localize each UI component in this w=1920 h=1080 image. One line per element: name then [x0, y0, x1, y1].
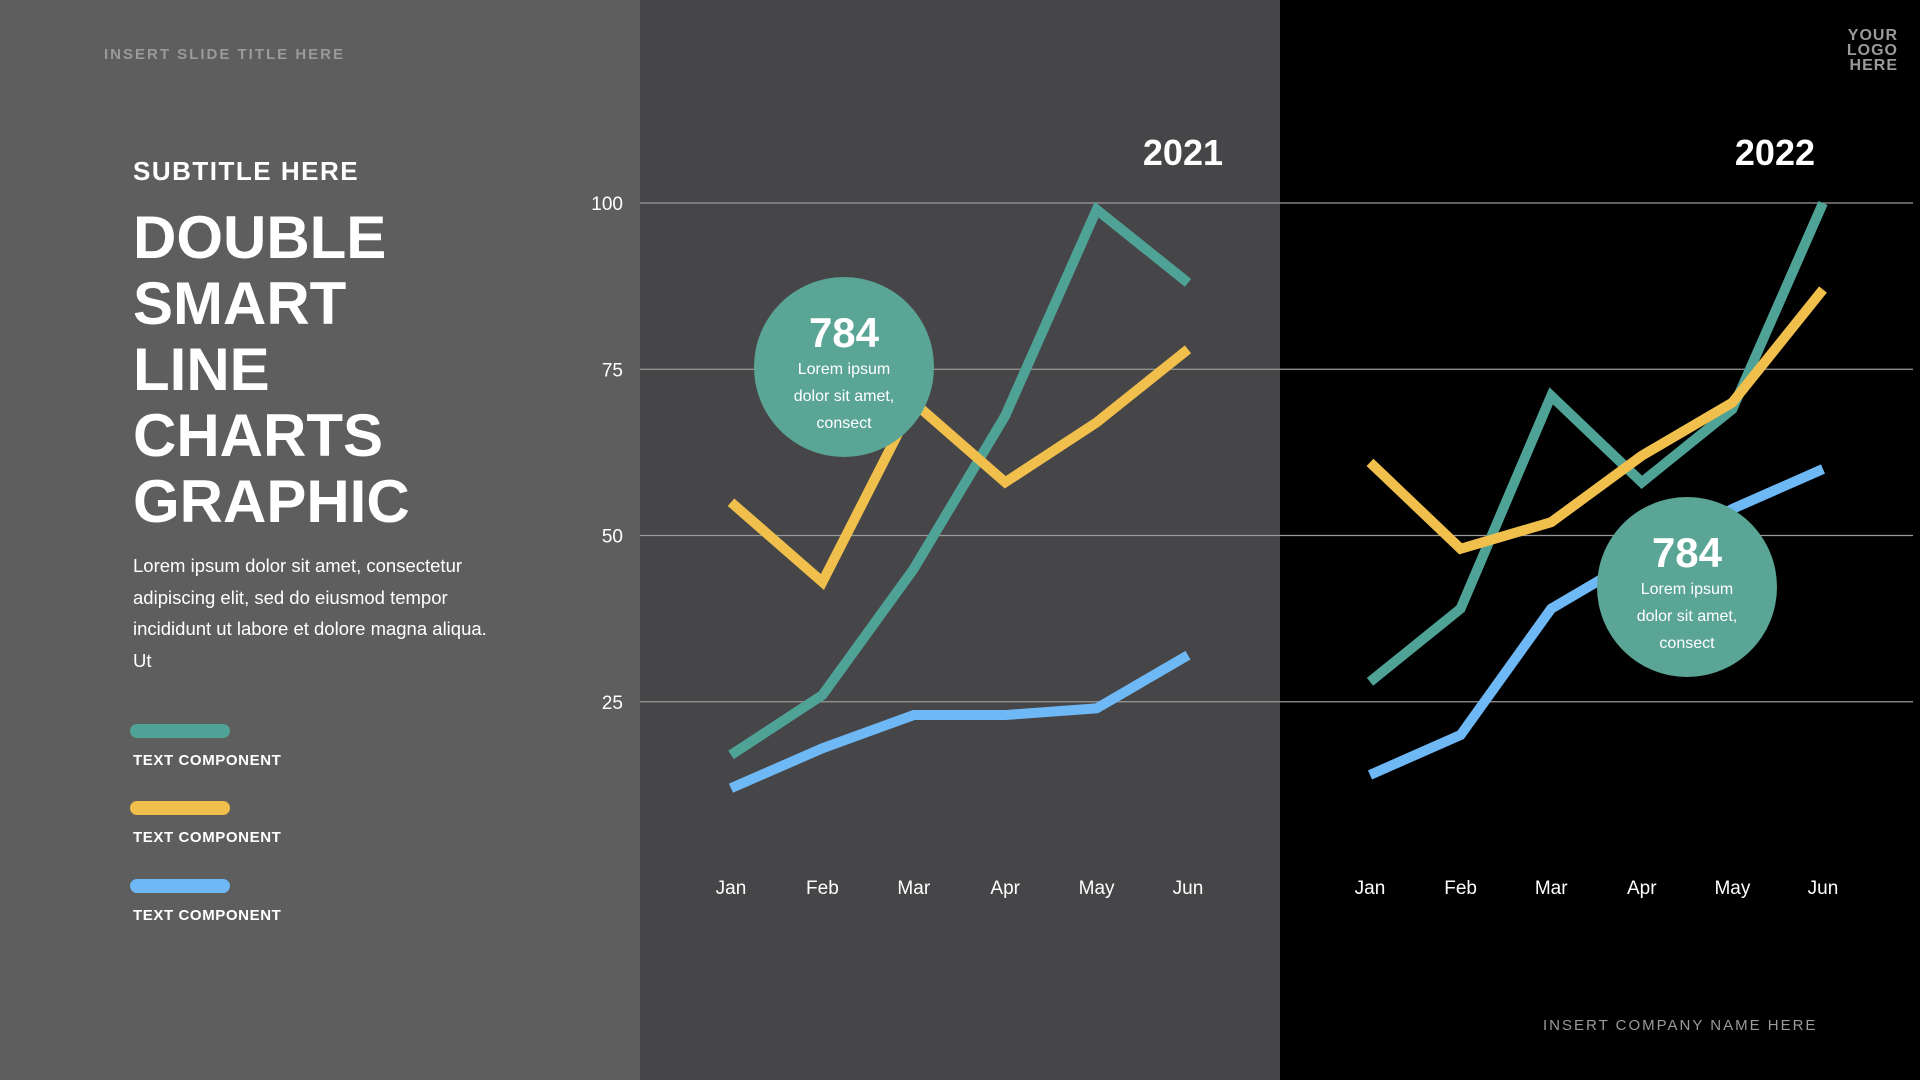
legend-swatch-yellow [130, 801, 230, 815]
callout-text-line: consect [816, 415, 872, 432]
x-tick-label: May [1714, 878, 1750, 899]
main-title: DOUBLE SMART LINE CHARTS GRAPHIC [133, 205, 573, 535]
callout-text-line: Lorem ipsum [1641, 581, 1733, 598]
series-line-1 [728, 201, 1192, 760]
company-name: INSERT COMPANY NAME HERE [1543, 1017, 1818, 1034]
legend-label: TEXT COMPONENT [133, 907, 282, 924]
subtitle: SUBTITLE HERE [133, 156, 360, 186]
y-tick-label: 50 [602, 527, 623, 548]
series-line-3 [1367, 464, 1826, 780]
legend-label: TEXT COMPONENT [133, 829, 282, 846]
main-title-line: SMART [133, 270, 347, 337]
x-tick-label: May [1079, 878, 1115, 899]
chart-2021-panel [640, 0, 1280, 1080]
x-tick-label: Jun [1173, 878, 1204, 899]
y-tick-label: 100 [591, 194, 623, 215]
x-tick-label: Jan [716, 878, 747, 899]
x-tick-label: Mar [1535, 878, 1568, 899]
left-panel [0, 0, 640, 1080]
chart-title-2022: 2022 [1735, 132, 1815, 173]
legend-item-blue: TEXT COMPONENT [130, 879, 281, 924]
x-tick-label: Jun [1808, 878, 1839, 899]
legend-label: TEXT COMPONENT [133, 752, 282, 769]
body-text: Lorem ipsum dolor sit amet, consectetur … [133, 555, 487, 671]
series-line-3 [728, 650, 1191, 793]
chart-title-2021: 2021 [1143, 132, 1223, 173]
x-tick-label: Apr [990, 878, 1020, 899]
x-tick-label: Apr [1627, 878, 1657, 899]
x-tick-label: Mar [897, 878, 930, 899]
y-tick-label: 75 [602, 360, 623, 381]
logo-line: HERE [1849, 57, 1898, 74]
y-tick-label: 25 [602, 693, 623, 714]
x-tick-label: Jan [1355, 878, 1386, 899]
series-line-1 [1366, 200, 1828, 686]
main-title-line: CHARTS [133, 402, 383, 469]
legend-item-yellow: TEXT COMPONENT [130, 801, 281, 846]
chart-2022-panel [1280, 0, 1920, 1080]
callout-text-line: dolor sit amet, [794, 388, 894, 405]
x-tick-label: Feb [1444, 878, 1477, 899]
logo-line: YOUR [1847, 27, 1898, 44]
slide-title: INSERT SLIDE TITLE HERE [104, 46, 346, 63]
callout-text-line: consect [1659, 635, 1715, 652]
main-title-line: GRAPHIC [133, 468, 410, 535]
series-line-2 [1366, 286, 1827, 555]
callout-text-line: Lorem ipsum [798, 361, 890, 378]
series-line-2 [727, 345, 1192, 591]
legend-item-teal: TEXT COMPONENT [130, 724, 281, 769]
logo: YOUR LOGO HERE [1818, 27, 1898, 74]
callout-circle [1597, 497, 1777, 677]
legend-swatch-blue [130, 879, 230, 893]
logo-line: LOGO [1846, 42, 1898, 59]
main-title-line: LINE [133, 336, 270, 403]
callout-text-line: dolor sit amet, [1637, 608, 1737, 625]
x-tick-label: Feb [806, 878, 839, 899]
callout-circle [754, 277, 934, 457]
callout-value: 784 [1652, 529, 1723, 576]
legend-swatch-teal [130, 724, 230, 738]
callout-value: 784 [809, 309, 880, 356]
main-title-line: DOUBLE [133, 204, 387, 271]
